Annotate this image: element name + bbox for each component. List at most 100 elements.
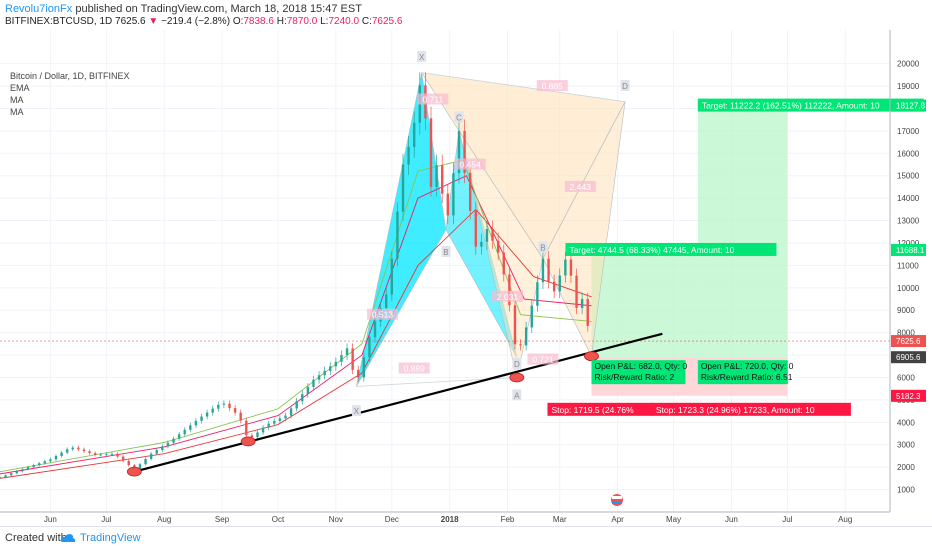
legend-item-ma-2[interactable]: MA <box>10 107 24 117</box>
ratio-box-6 <box>366 308 398 320</box>
pnl-box-2 <box>697 360 788 385</box>
pattern-point-box-2 <box>417 50 427 62</box>
candle-body <box>446 193 449 216</box>
price-tag-5: 5182.3 <box>896 392 921 401</box>
candle-body <box>82 449 86 452</box>
candle-body <box>273 420 276 424</box>
pattern-point-c-3: C <box>456 113 462 122</box>
candle-body <box>228 403 231 409</box>
author-link[interactable]: Revolu7ionFx <box>5 3 73 15</box>
x-tick-label: May <box>666 515 681 524</box>
pattern-point-x-2: X <box>419 53 425 62</box>
candle-body <box>60 452 63 456</box>
pattern-point-a-6: A <box>514 391 520 400</box>
ratio-box-2 <box>536 80 568 92</box>
candle-body <box>93 453 97 455</box>
candle-body <box>390 258 394 295</box>
candle-body <box>373 321 377 338</box>
y-tick-2000: 2000 <box>897 463 915 472</box>
candle-body <box>205 412 209 417</box>
target-label-2: Target: 11222.2 (162.51%) 112222, Amount… <box>702 101 880 111</box>
candle-body <box>541 258 545 283</box>
pnl-label-2: Open P&L: 720.0, Qty: 0 <box>701 361 794 371</box>
tv-logo-icon <box>611 494 623 506</box>
candle-body <box>413 122 416 148</box>
candle-body <box>149 453 153 459</box>
candle-body <box>99 454 102 456</box>
candle-body <box>200 416 203 421</box>
trend-touch-2 <box>240 436 256 447</box>
x-tick-label: Nov <box>329 515 343 524</box>
pattern-point-box-3 <box>454 111 464 123</box>
candle-body <box>26 467 30 470</box>
candle-body <box>256 432 259 438</box>
candle-body <box>357 369 360 378</box>
legend-item-ma-1[interactable]: MA <box>10 95 24 105</box>
pnl-label-1: Open P&L: 682.0, Qty: 0 <box>594 361 687 371</box>
candle-body <box>496 240 500 253</box>
price-tag-2: 11688.1 <box>896 246 925 255</box>
candle-body <box>261 427 265 433</box>
candle-body <box>368 337 371 358</box>
y-tick-12000: 12000 <box>897 239 920 248</box>
candle-body <box>547 258 550 282</box>
candle-body <box>161 446 164 451</box>
y-tick-10000: 10000 <box>897 284 920 293</box>
pattern-point-b-4: B <box>443 248 448 257</box>
candle-body <box>306 386 310 395</box>
chart-area[interactable]: X X C B D A B D 0.711 0.885 0.454 2.443 2.031 0.513 0.… <box>0 30 932 526</box>
y-tick-20000: 20000 <box>897 60 920 69</box>
candle-body <box>385 294 388 308</box>
x-tick-label: Jun <box>725 515 738 524</box>
price-chart[interactable]: X X C B D A B D 0.711 0.885 0.454 2.443 2.031 0.513 0.… <box>0 30 932 526</box>
candle-body <box>54 455 58 460</box>
candle-body <box>569 259 573 276</box>
y-tick-9000: 9000 <box>897 306 915 315</box>
candle-body <box>65 449 69 453</box>
publish-line: Revolu7ionFx published on TradingView.co… <box>5 3 362 15</box>
candle-body <box>558 275 561 292</box>
pattern-point-box-4 <box>441 245 451 257</box>
published-text: published on TradingView.com, March 18, … <box>75 3 362 15</box>
stop-label-box-2 <box>651 402 851 416</box>
y-tick-13000: 13000 <box>897 217 920 226</box>
low-label: L: <box>320 16 329 27</box>
candle-body <box>289 408 293 416</box>
candle-body <box>32 465 35 468</box>
candle-body <box>245 420 248 436</box>
tradingview-link[interactable]: TradingView <box>80 532 141 544</box>
candle-body <box>452 173 455 216</box>
x-tick-label: Sep <box>215 515 230 524</box>
rr-label-2: Risk/Reward Ratio: 6.51 <box>701 372 793 382</box>
high-value: 7870.0 <box>286 16 318 27</box>
candle-body <box>250 435 254 438</box>
candle-body <box>301 394 304 402</box>
candle-body <box>116 453 119 457</box>
candle-body <box>312 379 315 387</box>
candle-body <box>429 118 433 187</box>
stop-label-box-1 <box>547 402 654 416</box>
ratio-label-7: 0.889 <box>404 364 426 374</box>
x-tick-label: Apr <box>611 515 624 524</box>
pattern-line-xd <box>421 72 626 103</box>
ratio-label-8: 0.721 <box>532 355 554 365</box>
candle-body <box>183 429 186 435</box>
created-with-text: Created with <box>5 532 67 544</box>
candle-body <box>121 456 125 461</box>
open-value: 7838.6 <box>243 16 274 27</box>
price-tag-box-2 <box>891 243 926 256</box>
candle-body <box>536 282 539 306</box>
y-tick-1000: 1000 <box>897 486 915 495</box>
trend-touch-1 <box>126 466 142 477</box>
pattern-point-box-5 <box>512 358 522 370</box>
candle-body <box>177 434 181 439</box>
down-arrow-icon: ▼ <box>148 16 159 27</box>
tradingview-cloud-icon <box>60 534 76 542</box>
legend-item-ema[interactable]: EMA <box>10 83 30 93</box>
target-label-box-2 <box>697 98 924 112</box>
candle-body <box>474 210 477 247</box>
target-label-1: Target: 4744.5 (68.33%) 47445, Amount: 1… <box>569 245 734 255</box>
pattern-triangle-cab <box>458 130 544 378</box>
candle-body <box>211 408 214 413</box>
candle-body <box>21 469 24 472</box>
